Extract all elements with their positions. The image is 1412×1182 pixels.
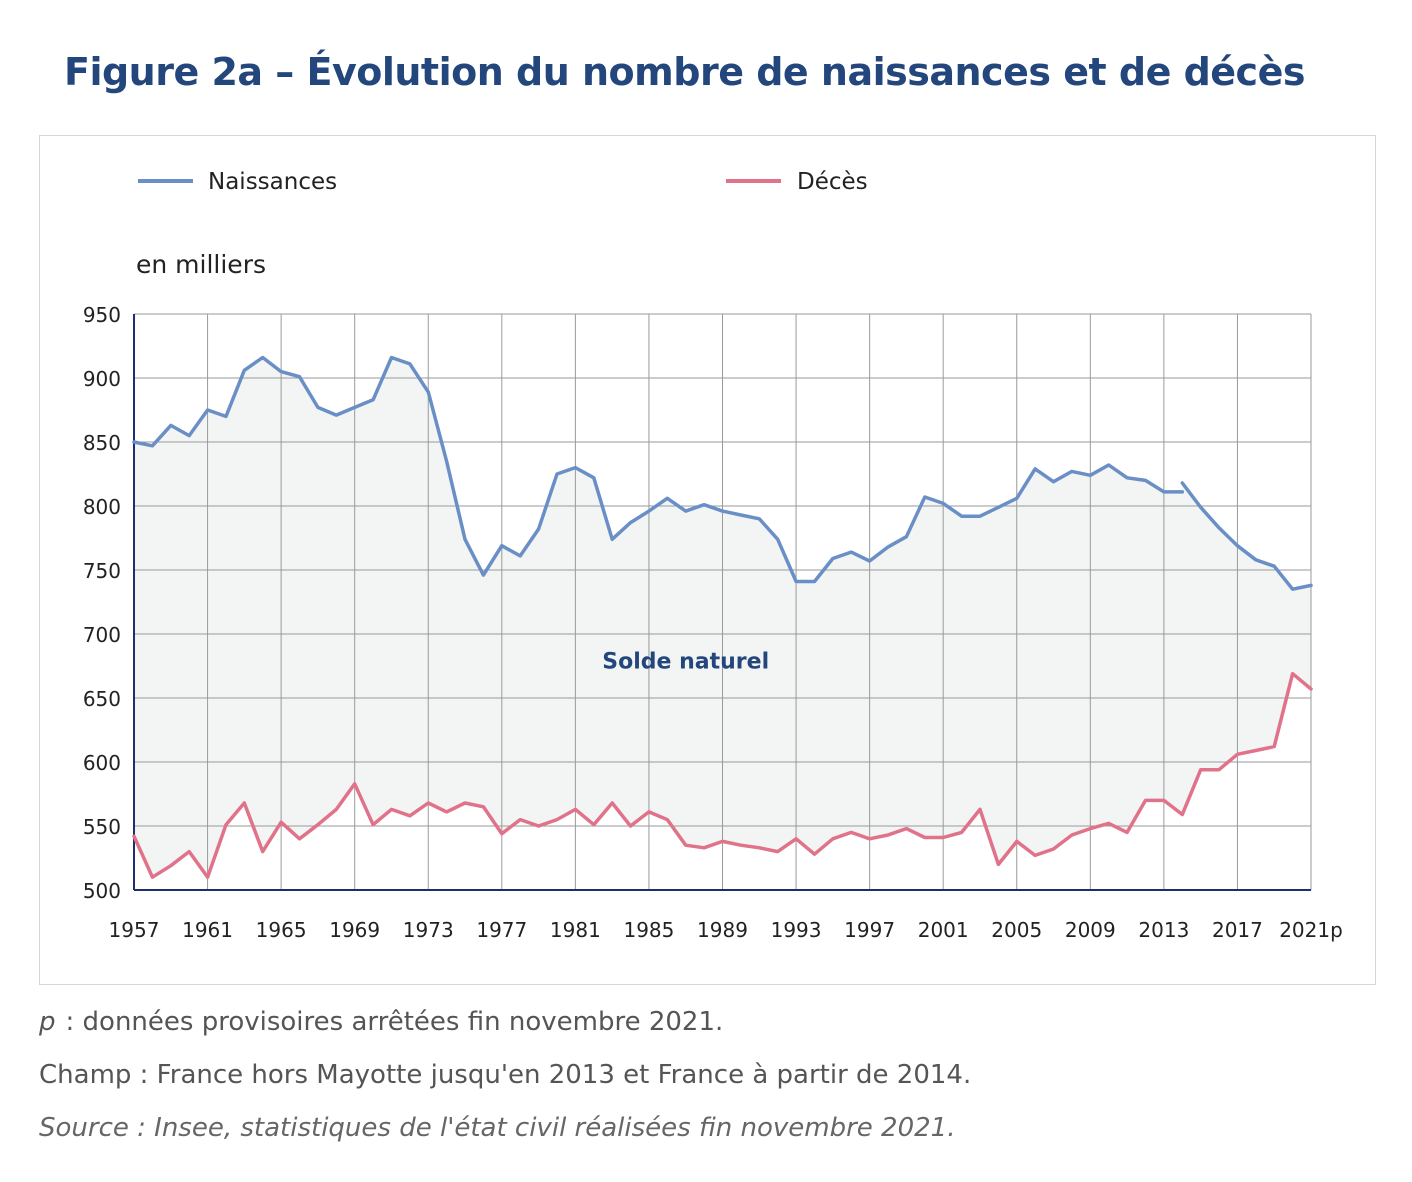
provisional-note: p : données provisoires arrêtées fin nove… bbox=[39, 1004, 971, 1040]
legend-label-naissances: Naissances bbox=[208, 169, 337, 195]
y-axis-ticks: 500 550 600 650 700 750 800 850 900 950 bbox=[83, 303, 121, 903]
y-tick-label: 950 bbox=[83, 303, 121, 327]
chart-container: Naissances Décès en milliers 500 550 600 65… bbox=[39, 135, 1376, 985]
x-tick-label: 1961 bbox=[182, 918, 233, 942]
y-unit-label: en milliers bbox=[136, 250, 266, 279]
x-tick-label: 1977 bbox=[476, 918, 527, 942]
x-tick-label: 1993 bbox=[771, 918, 822, 942]
y-tick-label: 650 bbox=[83, 687, 121, 711]
y-tick-label: 850 bbox=[83, 431, 121, 455]
y-tick-label: 750 bbox=[83, 559, 121, 583]
x-tick-label: 2021p bbox=[1279, 918, 1343, 942]
series-lines bbox=[132, 355, 1313, 879]
series-line-deces bbox=[132, 671, 1313, 879]
x-tick-label: 1973 bbox=[403, 918, 454, 942]
y-tick-label: 550 bbox=[83, 815, 121, 839]
provisional-text: : données provisoires arrêtées fin novem… bbox=[65, 1007, 724, 1037]
y-tick-label: 900 bbox=[83, 367, 121, 391]
x-tick-label: 1989 bbox=[697, 918, 748, 942]
x-tick-label: 2009 bbox=[1065, 918, 1116, 942]
line-chart: Naissances Décès en milliers 500 550 600 65… bbox=[83, 169, 1343, 942]
x-tick-label: 1957 bbox=[109, 918, 160, 942]
y-tick-label: 600 bbox=[83, 751, 121, 775]
x-tick-label: 2013 bbox=[1138, 918, 1189, 942]
solde-naturel-label: Solde naturel bbox=[602, 650, 769, 675]
x-tick-label: 1965 bbox=[256, 918, 307, 942]
x-tick-label: 2017 bbox=[1212, 918, 1263, 942]
y-tick-label: 700 bbox=[83, 623, 121, 647]
x-tick-label: 1985 bbox=[623, 918, 674, 942]
legend: Naissances Décès bbox=[138, 169, 868, 195]
legend-label-deces: Décès bbox=[797, 169, 868, 195]
y-tick-label: 500 bbox=[83, 879, 121, 903]
figure-notes: p : données provisoires arrêtées fin nove… bbox=[39, 1004, 971, 1163]
scope-note: Champ : France hors Mayotte jusqu'en 201… bbox=[39, 1060, 972, 1090]
figure-title: Figure 2a – Évolution du nombre de naiss… bbox=[64, 50, 1305, 94]
y-tick-label: 800 bbox=[83, 495, 121, 519]
x-tick-label: 1997 bbox=[844, 918, 895, 942]
x-axis-ticks: 1957 1961 1965 1969 1973 1977 1981 1985 1989 1993… bbox=[109, 918, 1343, 942]
series-line-naissances bbox=[1180, 481, 1313, 591]
x-tick-label: 1969 bbox=[329, 918, 380, 942]
provisional-mark: p bbox=[39, 1007, 56, 1037]
x-tick-label: 1981 bbox=[550, 918, 601, 942]
x-tick-label: 2001 bbox=[918, 918, 969, 942]
series-line-naissances bbox=[132, 355, 1185, 584]
source-note: Source : Insee, statistiques de l'état c… bbox=[39, 1113, 956, 1143]
x-tick-label: 2005 bbox=[991, 918, 1042, 942]
